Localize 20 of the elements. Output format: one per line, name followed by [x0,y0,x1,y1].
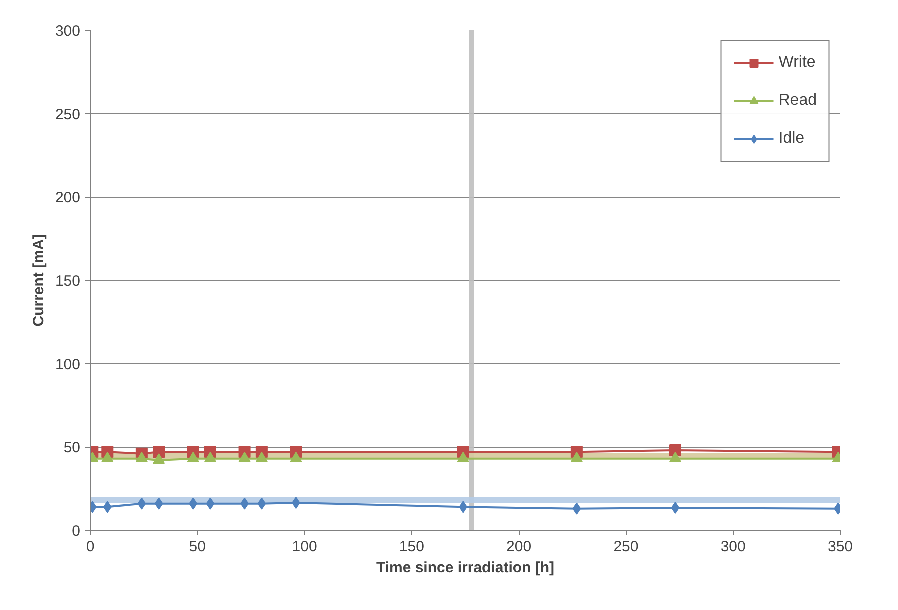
x-tick-label: 200 [506,538,532,556]
y-tick-label: 250 [55,106,81,124]
x-tick-label: 0 [86,538,95,556]
y-tick-label: 0 [72,523,80,540]
y-tick-label: 200 [55,190,81,207]
legend-label: Idle [778,130,805,148]
y-tick-label: 100 [55,356,81,374]
x-tick-label: 150 [399,538,424,556]
x-tick-label: 300 [720,538,746,556]
x-axis-title: Time since irradiation [h] [376,560,555,576]
x-tick-label: 250 [614,538,639,556]
legend-label: Write [778,54,816,72]
y-tick-label: 300 [55,23,81,40]
y-tick-label: 50 [64,440,81,457]
legend-label: Read [778,92,817,110]
x-tick-label: 50 [189,538,206,556]
y-tick-label: 150 [55,273,81,290]
x-tick-label: 350 [828,538,854,556]
y-axis-title: Current [mA] [30,234,48,327]
x-tick-label: 100 [292,538,318,556]
